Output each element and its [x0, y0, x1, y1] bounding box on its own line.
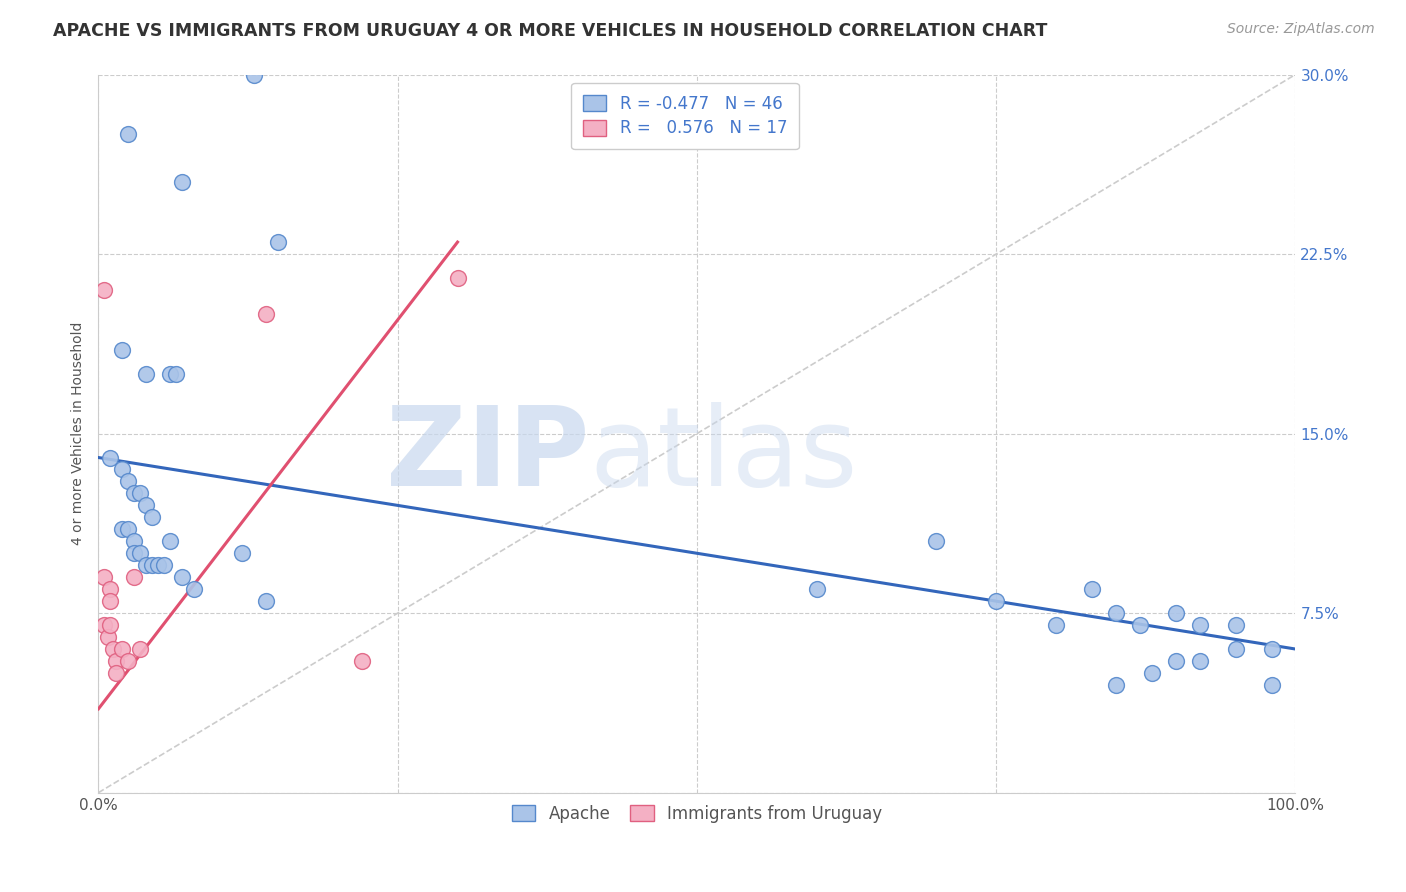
- Text: ZIP: ZIP: [385, 401, 589, 508]
- Point: [254, 594, 277, 608]
- Point: [111, 343, 134, 357]
- Point: [129, 486, 152, 500]
- Point: [124, 486, 146, 500]
- Point: [141, 510, 163, 524]
- Point: [1188, 618, 1211, 632]
- Point: [1164, 606, 1187, 620]
- Point: [1260, 678, 1282, 692]
- Point: [148, 558, 170, 573]
- Point: [93, 618, 115, 632]
- Point: [100, 582, 122, 597]
- Point: [117, 522, 139, 536]
- Point: [254, 307, 277, 321]
- Point: [1164, 654, 1187, 668]
- Point: [1105, 678, 1128, 692]
- Y-axis label: 4 or more Vehicles in Household: 4 or more Vehicles in Household: [72, 322, 86, 545]
- Point: [1129, 618, 1152, 632]
- Point: [159, 367, 181, 381]
- Point: [124, 546, 146, 560]
- Point: [1188, 654, 1211, 668]
- Point: [243, 68, 266, 82]
- Point: [267, 235, 290, 249]
- Point: [153, 558, 176, 573]
- Text: Source: ZipAtlas.com: Source: ZipAtlas.com: [1227, 22, 1375, 37]
- Text: APACHE VS IMMIGRANTS FROM URUGUAY 4 OR MORE VEHICLES IN HOUSEHOLD CORRELATION CH: APACHE VS IMMIGRANTS FROM URUGUAY 4 OR M…: [53, 22, 1047, 40]
- Point: [172, 570, 194, 584]
- Point: [100, 618, 122, 632]
- Point: [111, 462, 134, 476]
- Point: [105, 665, 128, 680]
- Point: [93, 570, 115, 584]
- Point: [105, 654, 128, 668]
- Point: [172, 175, 194, 189]
- Point: [141, 558, 163, 573]
- Point: [135, 558, 157, 573]
- Point: [986, 594, 1008, 608]
- Point: [231, 546, 253, 560]
- Point: [117, 128, 139, 142]
- Point: [111, 642, 134, 657]
- Point: [1081, 582, 1104, 597]
- Point: [101, 642, 124, 657]
- Point: [124, 570, 146, 584]
- Point: [93, 283, 115, 297]
- Point: [183, 582, 205, 597]
- Text: atlas: atlas: [589, 401, 858, 508]
- Point: [1140, 665, 1163, 680]
- Point: [117, 654, 139, 668]
- Legend: Apache, Immigrants from Uruguay: Apache, Immigrants from Uruguay: [501, 793, 894, 835]
- Point: [135, 499, 157, 513]
- Point: [100, 450, 122, 465]
- Point: [350, 654, 373, 668]
- Point: [1105, 606, 1128, 620]
- Point: [124, 534, 146, 549]
- Point: [165, 367, 187, 381]
- Point: [111, 522, 134, 536]
- Point: [806, 582, 828, 597]
- Point: [1045, 618, 1067, 632]
- Point: [446, 271, 468, 285]
- Point: [97, 630, 120, 644]
- Point: [129, 642, 152, 657]
- Point: [129, 546, 152, 560]
- Point: [117, 475, 139, 489]
- Point: [159, 534, 181, 549]
- Point: [1260, 642, 1282, 657]
- Point: [925, 534, 948, 549]
- Point: [135, 367, 157, 381]
- Point: [1225, 642, 1247, 657]
- Point: [1225, 618, 1247, 632]
- Point: [100, 594, 122, 608]
